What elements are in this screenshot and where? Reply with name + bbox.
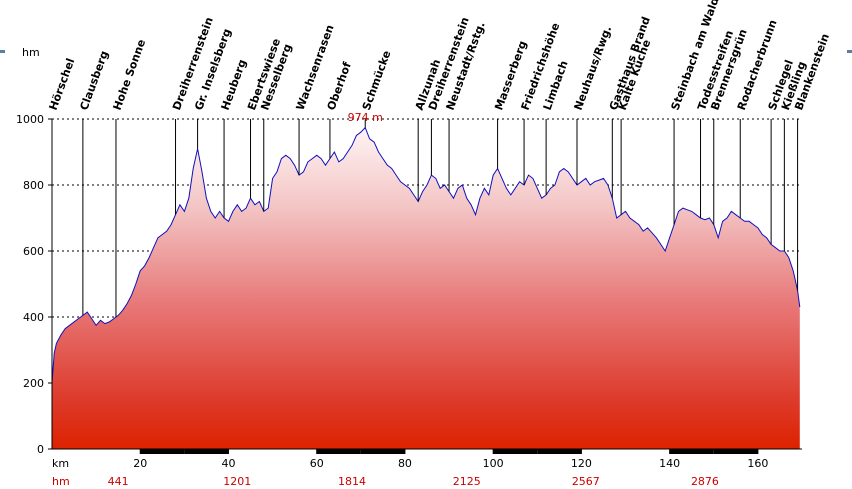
y-tick-label: 800 bbox=[23, 179, 44, 192]
x-tick-label: 120 bbox=[571, 457, 592, 470]
ascent-value: 2876 bbox=[691, 475, 719, 488]
ascent-value: 1201 bbox=[223, 475, 251, 488]
waypoint-label: Clausberg bbox=[77, 49, 111, 112]
y-tick-label: 400 bbox=[23, 311, 44, 324]
x-axis: 20 40 60 80 100 120 140 160 bbox=[52, 448, 802, 470]
y-tick-label: 0 bbox=[37, 443, 44, 456]
scale-segment bbox=[272, 449, 317, 454]
ascent-value: 2125 bbox=[453, 475, 481, 488]
scale-segment bbox=[184, 449, 229, 454]
waypoint-label: Neuhaus/Rwg. bbox=[572, 24, 615, 112]
ascent-value: 2567 bbox=[572, 475, 600, 488]
y-axis: 0 200 400 600 800 1000 bbox=[16, 113, 53, 456]
scale-segment bbox=[316, 449, 361, 454]
right-edge-marker bbox=[847, 50, 852, 53]
x-tick-label: 160 bbox=[747, 457, 768, 470]
x-tick-label: 100 bbox=[483, 457, 504, 470]
scale-segment bbox=[713, 449, 758, 454]
scale-segment bbox=[228, 449, 273, 454]
waypoint-label: Hörschel bbox=[47, 57, 78, 112]
x-tick-label: 40 bbox=[221, 457, 235, 470]
profile-area bbox=[51, 126, 801, 449]
scale-segment bbox=[757, 449, 802, 454]
waypoint-label: Heuberg bbox=[219, 58, 249, 112]
waypoint-label: Oberhof bbox=[325, 60, 354, 112]
x-tick-label: 80 bbox=[398, 457, 412, 470]
scale-segment bbox=[360, 449, 405, 454]
x-unit-label: km bbox=[52, 457, 69, 470]
waypoint-label: Hohe Sonne bbox=[111, 38, 149, 112]
scale-segment bbox=[581, 449, 626, 454]
scale-segment bbox=[669, 449, 714, 454]
peak-label: 974 m bbox=[348, 111, 383, 124]
scale-segment bbox=[493, 449, 538, 454]
scale-segment bbox=[140, 449, 185, 454]
x-tick-label: 140 bbox=[659, 457, 680, 470]
y-tick-label: 200 bbox=[23, 377, 44, 390]
x-tick-label: 60 bbox=[310, 457, 324, 470]
x-tick-label: 20 bbox=[133, 457, 147, 470]
profile-line bbox=[51, 126, 801, 384]
ascent-value: 1814 bbox=[338, 475, 366, 488]
scale-segment bbox=[449, 449, 494, 454]
profile-fill bbox=[52, 127, 800, 449]
y-unit-label: hm bbox=[22, 46, 40, 59]
ascent-value: 441 bbox=[108, 475, 129, 488]
y-tick-label: 600 bbox=[23, 245, 44, 258]
scale-segment bbox=[625, 449, 670, 454]
left-edge-marker bbox=[0, 50, 5, 53]
ascent-unit-label: hm bbox=[52, 475, 70, 488]
scale-segment bbox=[404, 449, 450, 454]
y-tick-label: 1000 bbox=[16, 113, 44, 126]
scale-segment bbox=[52, 449, 97, 454]
scale-segment bbox=[537, 449, 582, 454]
waypoint-label: Schmücke bbox=[360, 49, 394, 112]
scale-segment bbox=[96, 449, 141, 454]
cumulative-ascent-row: 441 1201 1814 2125 2567 2876 bbox=[108, 475, 719, 488]
